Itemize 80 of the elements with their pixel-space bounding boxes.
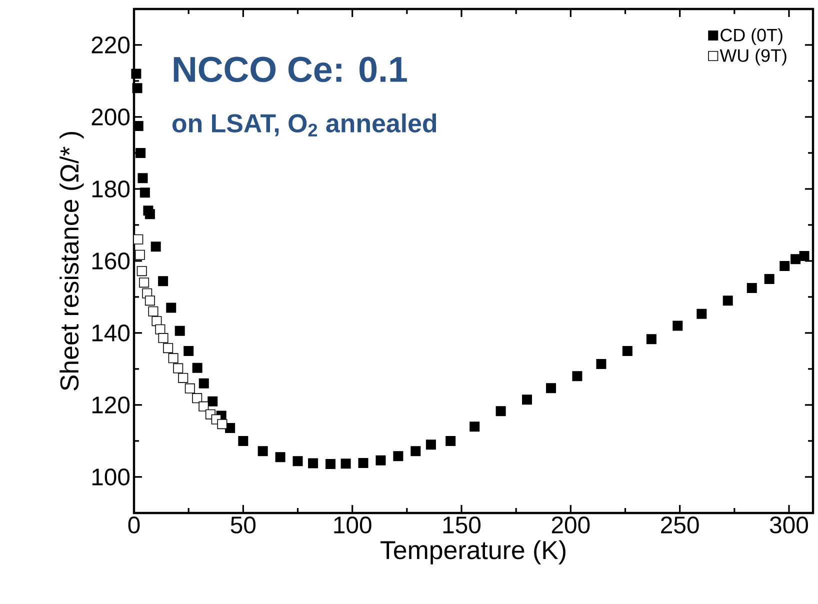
point bbox=[198, 401, 209, 412]
point bbox=[136, 266, 147, 276]
point bbox=[132, 83, 142, 94]
text: NCCO Ce: 0.1 bbox=[174, 56, 407, 82]
point bbox=[790, 254, 801, 264]
point bbox=[292, 456, 303, 466]
point bbox=[150, 242, 161, 252]
point bbox=[174, 326, 185, 336]
point bbox=[148, 306, 158, 316]
y-tick-label: 200 bbox=[92, 108, 130, 126]
point bbox=[198, 378, 209, 388]
point bbox=[217, 419, 228, 430]
point bbox=[136, 148, 146, 158]
point bbox=[426, 440, 436, 450]
point bbox=[133, 234, 144, 244]
point bbox=[393, 451, 404, 462]
point bbox=[340, 458, 351, 469]
point bbox=[546, 383, 556, 394]
point bbox=[446, 436, 456, 446]
point bbox=[258, 446, 268, 456]
point bbox=[158, 276, 168, 286]
point bbox=[764, 274, 774, 284]
x-tick-label: 100 bbox=[334, 516, 372, 534]
point bbox=[746, 282, 757, 293]
y-tick-label: 220 bbox=[92, 36, 130, 54]
point bbox=[275, 452, 286, 462]
text: on LSAT, O$_{2}$ annealed bbox=[172, 113, 436, 136]
point bbox=[163, 343, 174, 354]
y-tick-label: 100 bbox=[92, 468, 130, 486]
point bbox=[192, 393, 202, 404]
point bbox=[470, 422, 480, 432]
point bbox=[410, 446, 421, 456]
point bbox=[672, 320, 683, 331]
y-tick-label: 160 bbox=[92, 252, 130, 270]
point bbox=[144, 209, 155, 220]
point bbox=[173, 363, 184, 374]
point bbox=[208, 396, 218, 406]
x-tick-label: 0 bbox=[128, 516, 140, 534]
point bbox=[522, 394, 532, 405]
point bbox=[139, 278, 150, 288]
point bbox=[376, 455, 386, 466]
point bbox=[572, 371, 582, 382]
point bbox=[168, 353, 178, 364]
y-tick-label: 140 bbox=[92, 324, 130, 342]
x-tick-label: 200 bbox=[552, 516, 590, 534]
point bbox=[138, 173, 148, 184]
point bbox=[799, 250, 810, 261]
point bbox=[155, 324, 166, 334]
point bbox=[780, 261, 790, 272]
y-tick-label: 180 bbox=[92, 180, 130, 198]
point bbox=[184, 346, 194, 356]
point bbox=[696, 308, 707, 319]
point bbox=[646, 334, 656, 344]
point bbox=[131, 68, 142, 79]
point bbox=[596, 358, 606, 369]
point bbox=[140, 188, 150, 198]
point bbox=[496, 406, 506, 416]
point bbox=[152, 316, 162, 326]
point bbox=[184, 383, 195, 394]
point bbox=[326, 459, 336, 470]
point bbox=[622, 346, 632, 356]
x-axis-title: Temperature (K) bbox=[380, 540, 566, 564]
point bbox=[144, 296, 155, 306]
point bbox=[192, 362, 202, 373]
point bbox=[358, 458, 368, 468]
point bbox=[166, 302, 176, 313]
point bbox=[134, 250, 145, 260]
legend-label: CD (0T) bbox=[720, 28, 782, 45]
y-axis-title: Sheet resistance (Ω/* ) bbox=[60, 132, 84, 390]
point bbox=[178, 372, 188, 383]
y-tick-label: 120 bbox=[92, 396, 130, 414]
legend-label: WU (9T) bbox=[720, 48, 786, 66]
x-tick-label: 150 bbox=[443, 516, 480, 534]
x-tick-label: 300 bbox=[770, 516, 808, 534]
point bbox=[722, 296, 733, 306]
x-tick-label: 250 bbox=[661, 516, 699, 534]
x-tick-label: 50 bbox=[230, 516, 256, 534]
point bbox=[308, 458, 318, 468]
point bbox=[238, 436, 248, 446]
point bbox=[158, 333, 168, 344]
